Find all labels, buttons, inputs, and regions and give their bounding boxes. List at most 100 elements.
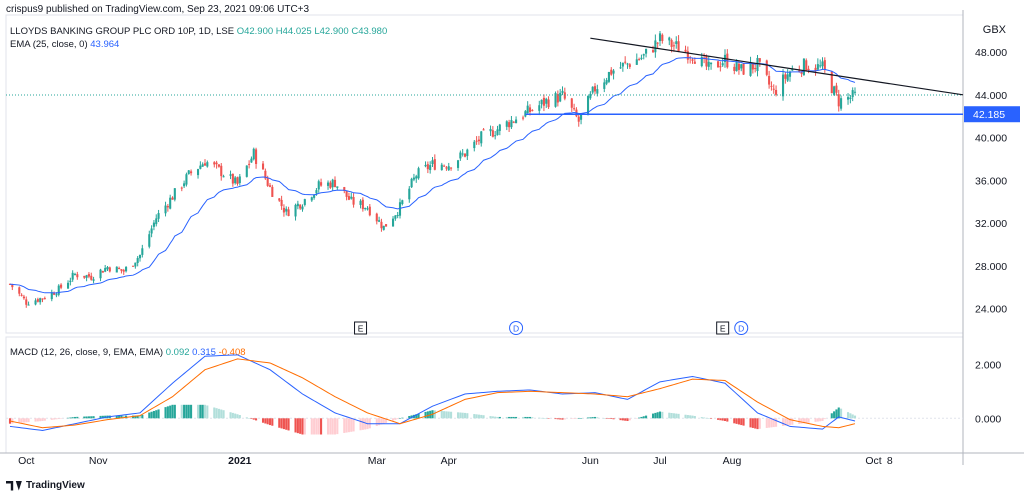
candle-body — [220, 165, 223, 177]
candle-body — [401, 200, 404, 205]
time-tick-label: Oct — [18, 455, 34, 467]
candle-body — [447, 166, 450, 171]
candle-body — [125, 266, 128, 272]
candle-body — [364, 207, 367, 209]
macd-histogram-bar — [466, 413, 469, 419]
macd-histogram-bar — [99, 415, 102, 419]
macd-histogram-bar — [515, 416, 518, 419]
candle-body — [264, 170, 267, 179]
macd-histogram-bar — [489, 416, 492, 419]
macd-histogram-bar — [654, 412, 657, 419]
macd-histogram-bar — [415, 414, 418, 419]
candle-body — [661, 34, 664, 41]
macd-histogram-bar — [196, 404, 200, 419]
macd-histogram-bar — [591, 417, 594, 419]
candle-body — [800, 71, 803, 74]
macd-histogram-bar — [758, 418, 761, 429]
candle-body — [18, 287, 21, 294]
macd-histogram-bar — [301, 418, 304, 435]
macd-histogram-bar — [303, 418, 306, 435]
candle-body — [50, 292, 53, 300]
macd-histogram-bar — [768, 418, 771, 428]
macd-histogram-bar — [477, 414, 480, 419]
candle-body — [440, 164, 443, 171]
candle-body — [735, 61, 738, 72]
candle-body — [183, 183, 186, 187]
candle-body — [619, 67, 622, 69]
candle-body — [115, 266, 118, 273]
macd-histogram-bar — [55, 418, 58, 420]
dividend-marker — [734, 321, 749, 335]
macd-histogram-bar — [521, 416, 525, 419]
macd-histogram-bar — [424, 411, 427, 419]
macd-histogram-bar — [689, 415, 692, 419]
macd-histogram-bar — [463, 412, 467, 419]
candle-body — [626, 63, 629, 65]
candle-body — [190, 171, 193, 174]
candle-body — [837, 94, 840, 107]
price-tick-label: 40.000 — [975, 133, 1007, 145]
candle-body — [480, 131, 483, 144]
candle-body — [591, 86, 594, 93]
macd-histogram-bar — [408, 415, 411, 419]
macd-histogram-bar — [310, 418, 313, 435]
macd-histogram-bar — [531, 417, 534, 419]
candle-body — [749, 62, 752, 76]
macd-histogram-bar — [851, 414, 854, 419]
candle-body — [138, 254, 142, 259]
macd-histogram-bar — [538, 417, 541, 419]
macd-histogram-bar — [320, 418, 323, 435]
macd-histogram-bar — [252, 418, 255, 420]
candle-body — [234, 177, 237, 184]
macd-histogram-bar — [846, 412, 850, 419]
macd-histogram-bar — [185, 404, 188, 419]
candle-body — [459, 152, 462, 159]
macd-histogram-bar — [605, 418, 608, 419]
candle-body — [770, 85, 773, 87]
candle-body — [285, 208, 288, 212]
candle-body — [816, 64, 819, 70]
candle-body — [621, 62, 624, 67]
low-value: L42.900 — [314, 26, 349, 37]
open-value: O42.900 — [236, 26, 274, 37]
macd-histogram-bar — [101, 415, 104, 419]
macd-label: MACD (12, 26, close, 9, EMA, EMA) — [10, 347, 164, 358]
candle-body — [610, 69, 613, 75]
candle-body — [823, 60, 826, 70]
candle-body — [255, 149, 258, 164]
macd-histogram-bar — [700, 417, 703, 419]
candle-body — [656, 42, 659, 44]
macd-histogram-bar — [282, 418, 285, 430]
macd-histogram-bar — [626, 418, 629, 421]
macd-histogram-bar — [25, 418, 28, 423]
macd-histogram-bar — [41, 418, 44, 421]
macd-histogram-bar — [331, 418, 334, 435]
macd-histogram-bar — [43, 418, 46, 421]
macd-histogram-bar — [271, 418, 274, 426]
candle-body — [740, 64, 743, 69]
resistance-trendline — [590, 37, 964, 96]
candle-body — [213, 162, 216, 165]
macd-histogram-bar — [675, 413, 678, 419]
macd-histogram-bar — [784, 418, 787, 426]
tradingview-logo-icon — [6, 480, 22, 491]
candle-body — [853, 91, 857, 93]
macd-histogram-bar — [206, 405, 209, 419]
close-value: C43.980 — [351, 26, 388, 37]
candle-body — [73, 273, 77, 275]
macd-histogram-bar — [213, 407, 216, 419]
macd-histogram-bar — [542, 418, 545, 419]
macd-histogram-bar — [461, 412, 464, 419]
candle-body — [737, 63, 740, 70]
candle-body — [461, 153, 464, 155]
macd-histogram-bar — [559, 418, 562, 420]
candle-body — [463, 153, 467, 157]
macd-histogram-bar — [122, 415, 125, 419]
macd-histogram-bar — [661, 411, 664, 419]
macd-histogram-bar — [849, 413, 852, 419]
macd-histogram-bar — [343, 418, 346, 433]
candle-body — [788, 71, 792, 77]
macd-histogram-bar — [396, 418, 399, 420]
macd-histogram-bar — [573, 418, 576, 419]
